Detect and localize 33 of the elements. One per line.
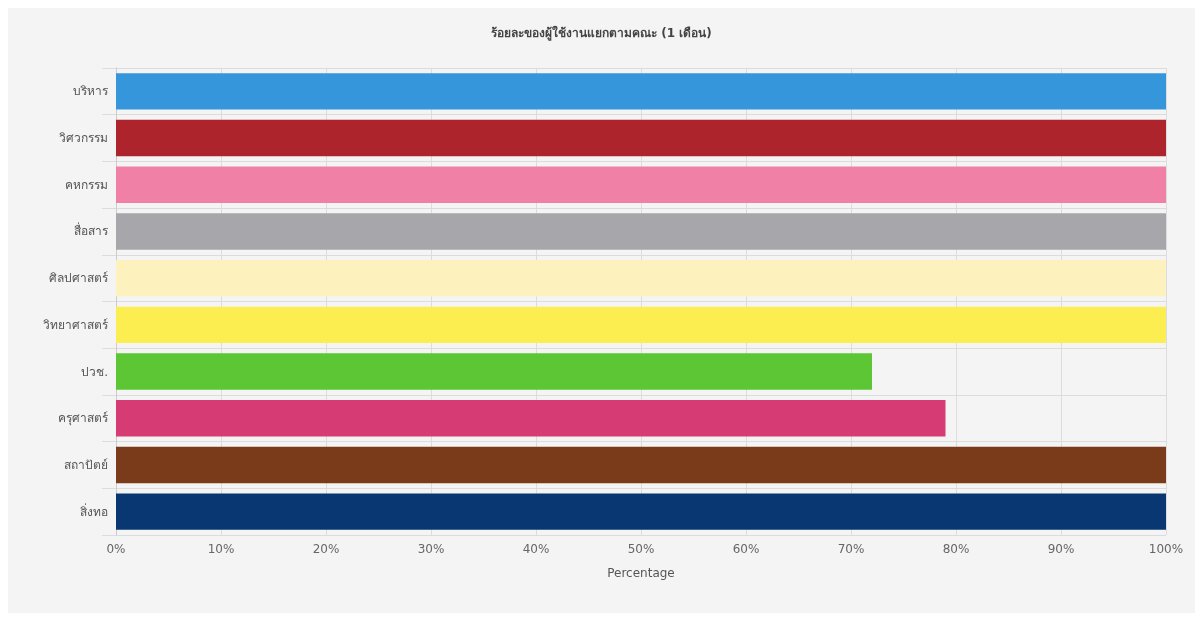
bar: [116, 306, 1166, 344]
x-tick-label: 80%: [942, 542, 970, 556]
y-tick-label: สิ่งทอ: [80, 502, 108, 519]
bar: [116, 400, 946, 437]
x-tick-label: 0%: [106, 542, 126, 556]
bar: [116, 213, 1166, 250]
x-tick-label: 20%: [312, 542, 340, 556]
x-tick-label: 90%: [1047, 542, 1075, 556]
x-tick-label: 100%: [1148, 542, 1184, 556]
y-tick-label: ปวช.: [81, 364, 108, 379]
y-tick-label: วิทยาศาสตร์: [43, 317, 109, 332]
x-tick-label: 40%: [522, 542, 550, 556]
y-tick-label: บริหาร: [73, 84, 109, 99]
y-tick-label: วิศวกรรม: [59, 131, 108, 146]
x-tick-label: 30%: [417, 542, 445, 556]
bar: [116, 119, 1166, 157]
bar: [116, 493, 1166, 530]
x-tick-label: 50%: [627, 542, 655, 556]
bar: [116, 259, 1166, 297]
y-tick-label: สื่อสาร: [74, 222, 109, 239]
bar: [116, 73, 1166, 110]
y-tick-label: คหกรรม: [65, 177, 108, 192]
bar: [116, 446, 1166, 484]
y-tick-label: สถาปัตย์: [64, 457, 108, 472]
bar: [116, 166, 1166, 203]
bar: [116, 353, 872, 390]
x-tick-label: 70%: [837, 542, 865, 556]
y-tick-label: ครุศาสตร์: [58, 411, 109, 427]
y-tick-label: ศิลปศาสตร์: [49, 271, 109, 286]
x-tick-label: 60%: [732, 542, 760, 556]
x-axis-title: Percentage: [607, 566, 675, 580]
chart-title: ร้อยละของผู้ใช้งานแยกตามคณะ (1 เดือน): [491, 25, 712, 41]
x-tick-label: 10%: [207, 542, 235, 556]
